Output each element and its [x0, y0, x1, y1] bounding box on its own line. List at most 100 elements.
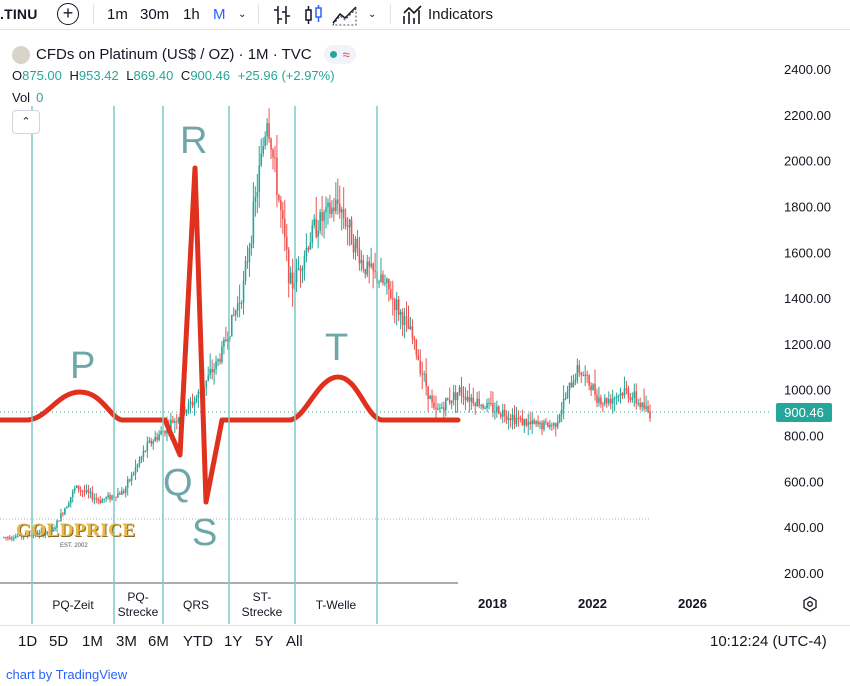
- candle-body: [619, 393, 622, 396]
- clock-timezone[interactable]: 10:12:24 (UTC-4): [710, 633, 827, 650]
- candle-body: [58, 520, 60, 522]
- candle-body: [333, 207, 335, 212]
- range-ytd[interactable]: YTD: [183, 633, 213, 650]
- candle-body: [338, 203, 341, 213]
- chevron-down-icon[interactable]: ⌄: [238, 9, 247, 20]
- candle-body: [122, 491, 125, 493]
- candle-body: [238, 303, 241, 305]
- phase-label-t-welle: T-Welle: [315, 598, 357, 612]
- indicators-icon[interactable]: [402, 4, 424, 26]
- legend-title-text: CFDs on Platinum (US$ / OZ) · 1M · TVC: [36, 46, 312, 63]
- candle-body: [490, 402, 492, 404]
- candle-body: [95, 498, 98, 500]
- candle-body: [264, 136, 266, 147]
- chart-settings-icon[interactable]: [802, 596, 818, 612]
- candle-body: [236, 303, 239, 311]
- candles-chart-type-icon[interactable]: [304, 4, 324, 26]
- candle-body: [195, 398, 198, 402]
- candle-body: [13, 537, 15, 539]
- candle-body: [71, 491, 74, 498]
- market-status-badge[interactable]: ≈: [323, 45, 356, 64]
- timeframe-30m[interactable]: 30m: [140, 6, 170, 23]
- candle-body: [580, 372, 583, 375]
- candle-body: [399, 311, 402, 315]
- range-6m[interactable]: 6M: [148, 633, 169, 650]
- candle-body: [244, 261, 247, 281]
- candle-body: [154, 436, 156, 442]
- chevron-down-icon[interactable]: ⌄: [368, 9, 377, 20]
- timeframe-1h[interactable]: 1h: [183, 6, 200, 23]
- add-symbol-button[interactable]: +: [57, 3, 79, 25]
- indicators-button[interactable]: Indicators: [428, 6, 494, 23]
- candle-body: [327, 202, 329, 208]
- timeframe-1m[interactable]: 1m: [107, 6, 128, 23]
- candle-body: [533, 420, 535, 424]
- candle-body: [115, 496, 117, 498]
- candle-body: [22, 536, 25, 538]
- candle-body: [617, 395, 620, 397]
- candle-body: [152, 441, 155, 445]
- candle-body: [480, 404, 482, 406]
- candle-body: [191, 401, 194, 406]
- bar-chart-type-icon[interactable]: [272, 4, 292, 26]
- candle-body: [458, 387, 461, 393]
- range-5y[interactable]: 5Y: [255, 633, 274, 650]
- price-chart[interactable]: 200.00 400.00 600.00 800.00 1000.00 1200.00 14…: [0, 30, 850, 630]
- candle-body: [627, 388, 630, 398]
- candle-body: [488, 402, 490, 404]
- candle-body: [134, 467, 137, 474]
- candle-body: [407, 317, 410, 330]
- candle-body: [413, 338, 416, 341]
- candle-body: [50, 531, 52, 534]
- candle-body: [596, 394, 598, 403]
- range-3m[interactable]: 3M: [116, 633, 137, 650]
- candle-body: [423, 373, 425, 375]
- range-1y[interactable]: 1Y: [224, 633, 243, 650]
- candle-body: [446, 398, 449, 401]
- candle-body: [211, 369, 213, 373]
- candle-body: [73, 487, 76, 492]
- toolbar-divider: [93, 4, 94, 24]
- candle-body: [3, 537, 5, 539]
- candle-body: [309, 242, 312, 250]
- candle-body: [185, 409, 188, 414]
- candle-body: [441, 407, 443, 409]
- candle-body: [391, 298, 394, 300]
- candle-body: [248, 248, 251, 262]
- candle-body: [421, 373, 424, 375]
- legend-title[interactable]: CFDs on Platinum (US$ / OZ) · 1M · TVC ≈: [12, 45, 356, 64]
- candle-body: [240, 302, 243, 304]
- candle-body: [342, 209, 345, 218]
- range-1d[interactable]: 1D: [18, 633, 38, 650]
- candle-body: [280, 200, 282, 211]
- candle-body: [289, 272, 292, 284]
- candle-body: [525, 419, 528, 426]
- candle-body: [285, 236, 288, 250]
- candle-body: [393, 299, 396, 310]
- candle-body: [380, 274, 382, 283]
- range-all[interactable]: All: [286, 633, 303, 650]
- timeframe-monthly[interactable]: M: [213, 6, 226, 23]
- symbol-name[interactable]: .TINU: [0, 6, 38, 22]
- candle-body: [156, 436, 158, 440]
- candle-body: [207, 375, 210, 381]
- candle-body: [631, 397, 634, 400]
- candle-body: [24, 533, 27, 537]
- range-1m[interactable]: 1M: [82, 633, 103, 650]
- candle-body: [501, 409, 504, 417]
- tradingview-credit-link[interactable]: chart by TradingView: [6, 667, 128, 682]
- candle-body: [535, 421, 537, 424]
- candle-body: [364, 269, 367, 275]
- candle-body: [87, 489, 90, 493]
- candle-body: [146, 442, 149, 452]
- candle-body: [276, 157, 278, 196]
- collapse-legend-button[interactable]: ⌃: [12, 110, 40, 134]
- range-5d[interactable]: 5D: [49, 633, 69, 650]
- candle-body: [588, 375, 590, 386]
- candle-body: [527, 421, 530, 426]
- area-chart-type-icon[interactable]: [332, 4, 358, 26]
- candle-body: [556, 422, 559, 427]
- candle-body: [376, 271, 378, 284]
- candle-body: [503, 409, 506, 416]
- x-tick-label: 2026: [678, 596, 707, 611]
